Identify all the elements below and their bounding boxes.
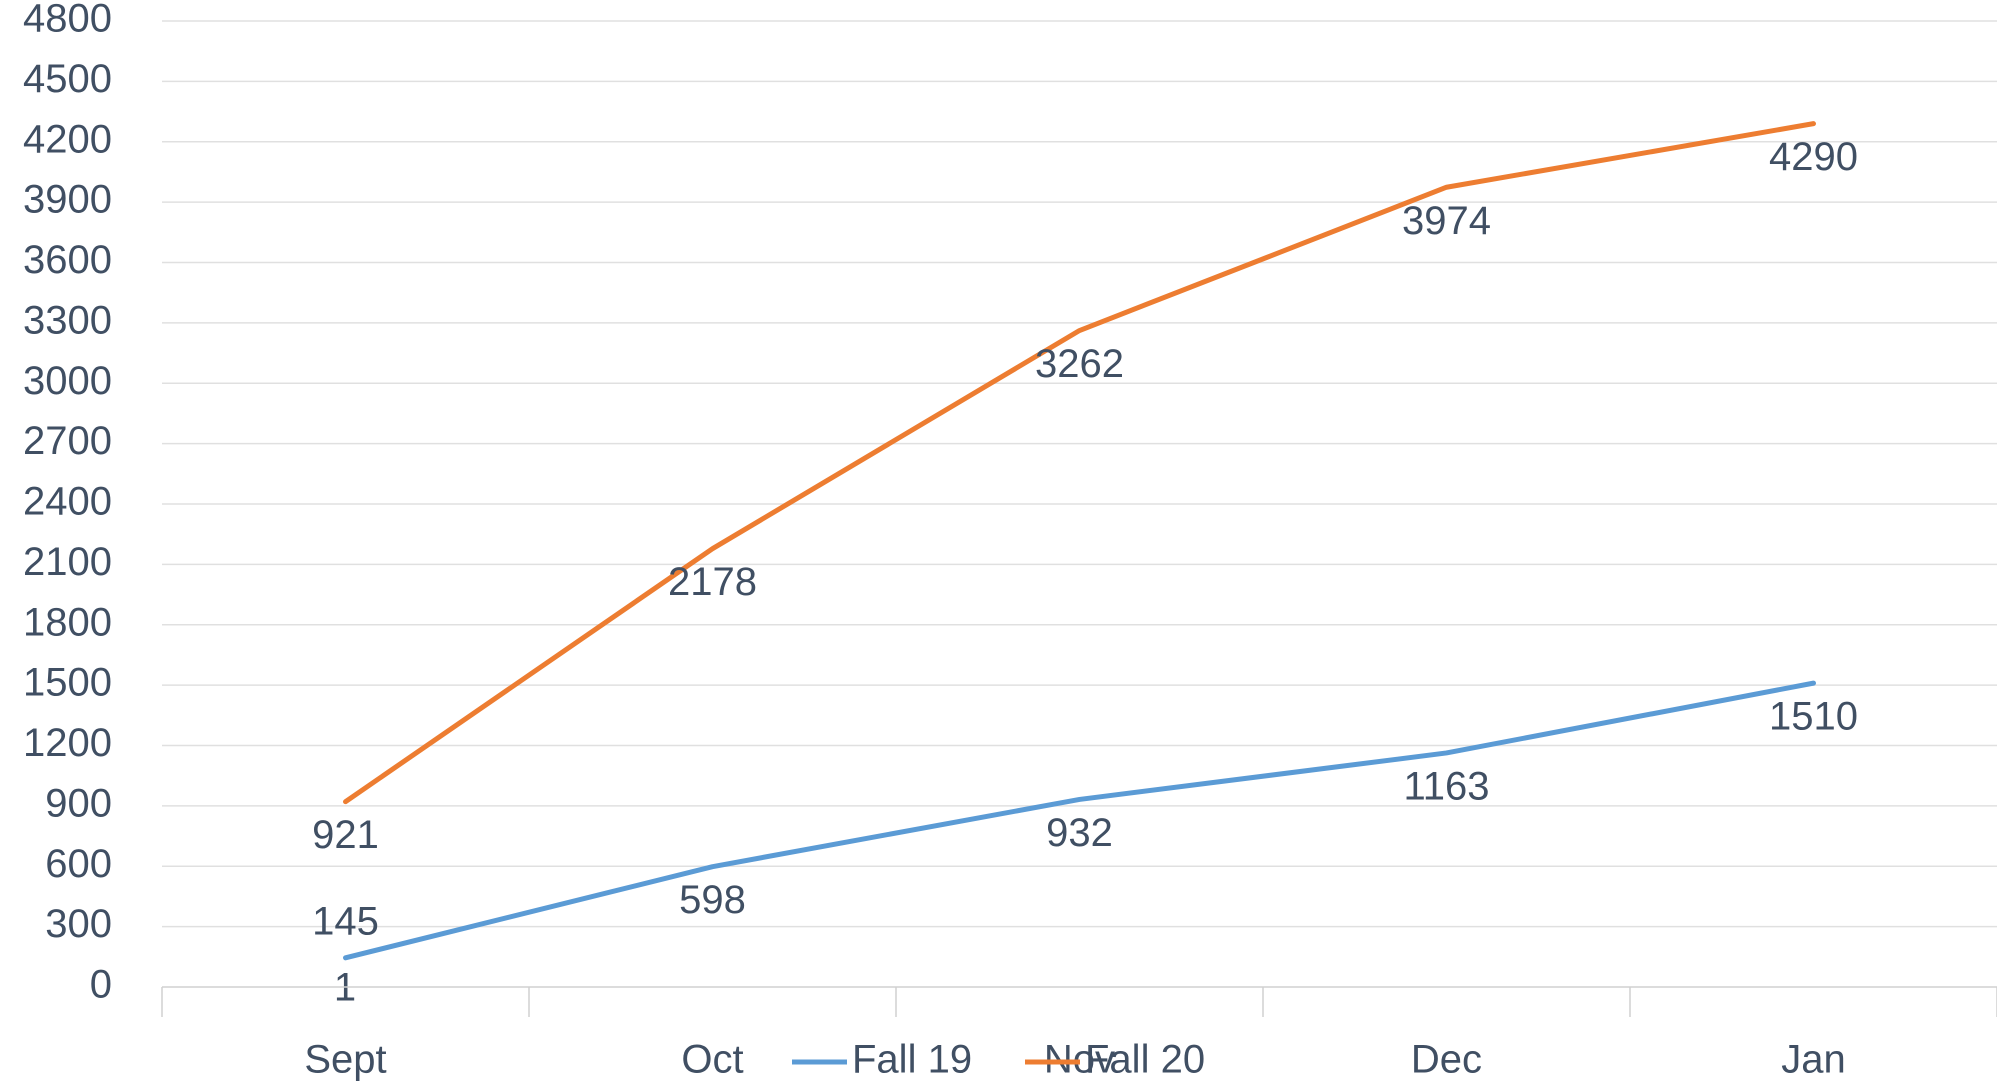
y-tick-label: 4800 (23, 0, 112, 41)
data-label: 921 (312, 813, 379, 857)
y-tick-label: 4200 (23, 117, 112, 161)
series-line (343, 121, 1816, 805)
series-line (343, 680, 1816, 961)
y-tick-label: 3000 (23, 359, 112, 403)
y-tick-label: 2100 (23, 540, 112, 584)
data-label: 598 (679, 878, 746, 922)
y-tick-label: 2700 (23, 419, 112, 463)
x-tick-label: Dec (1411, 1038, 1482, 1082)
y-tick-label: 4500 (23, 57, 112, 101)
legend-label: Fall 19 (852, 1038, 972, 1082)
y-tick-label: 900 (45, 781, 112, 825)
y-tick-label: 1500 (23, 661, 112, 705)
y-tick-label: 1800 (23, 600, 112, 644)
y-tick-label: 3600 (23, 238, 112, 282)
data-label: 3262 (1035, 342, 1124, 386)
y-tick-label: 1200 (23, 721, 112, 765)
legend-label: Fall 20 (1085, 1038, 1205, 1082)
data-label: 1163 (1403, 765, 1489, 809)
data-label: 145 (312, 899, 379, 943)
data-label: 2178 (668, 560, 757, 604)
y-tick-label: 3300 (23, 298, 112, 342)
y-tick-label: 300 (45, 902, 112, 946)
data-label: 4290 (1769, 135, 1858, 179)
data-label: 1510 (1769, 695, 1858, 739)
x-tick-label: Sept (304, 1038, 386, 1082)
y-tick-label: 2400 (23, 480, 112, 524)
y-tick-label: 3900 (23, 178, 112, 222)
data-label: 932 (1046, 811, 1113, 855)
y-tick-label: 0 (90, 963, 112, 1007)
y-tick-label: 600 (45, 842, 112, 886)
x-tick-label: Jan (1781, 1038, 1846, 1082)
x-tick-label: Oct (681, 1038, 743, 1082)
data-label: 3974 (1402, 199, 1491, 243)
